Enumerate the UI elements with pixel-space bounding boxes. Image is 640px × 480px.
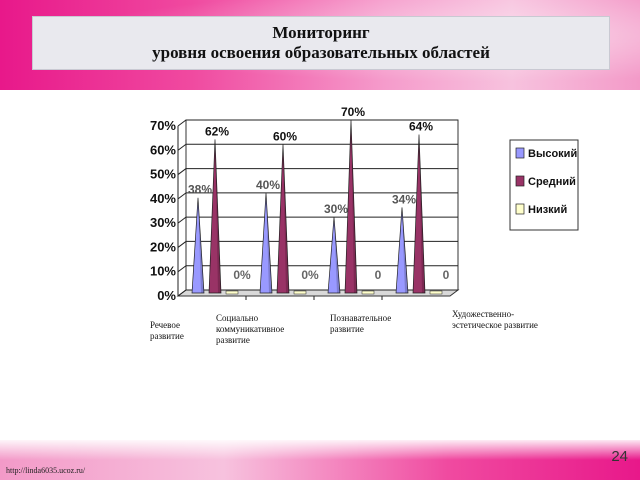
title-box: Мониторинг уровня освоения образовательн…	[32, 16, 610, 70]
data-label: 38%	[188, 183, 212, 197]
chart-bars	[191, 119, 443, 295]
gridline-side	[177, 289, 187, 297]
legend-label: Низкий	[528, 204, 567, 216]
bar-shade	[198, 197, 204, 293]
bar-shade	[334, 217, 340, 293]
bar-1-1	[191, 197, 205, 294]
chart-grid	[176, 119, 460, 297]
y-tick-label: 30%	[150, 215, 176, 230]
bar-3-4	[429, 290, 443, 295]
slide-title-line-1: Мониторинг	[272, 23, 370, 42]
bar-2-1	[208, 139, 222, 294]
bar-1-3	[327, 217, 341, 294]
data-label: 60%	[273, 129, 297, 143]
bar-3-2	[293, 290, 307, 295]
legend-swatch	[515, 147, 525, 159]
chart-legend: Высокий Средний Низкий	[509, 139, 579, 231]
chart-data-labels: 38% 40% 30% 34% 62% 60% 70% 64% 0% 0% 0 0	[188, 105, 450, 282]
y-tick-label: 40%	[150, 191, 176, 206]
x-category-label: Познавательное развитие	[330, 313, 392, 334]
x-category-label: Художественно-эстетическое развитие	[452, 309, 538, 330]
data-label: 34%	[392, 192, 416, 206]
y-tick-label: 70%	[150, 118, 176, 133]
gridline-side	[177, 192, 187, 200]
bar-2-4	[412, 134, 426, 294]
chart-axes: 0% 10% 20% 30% 40% 50% 60% 70%	[150, 118, 383, 303]
bar-chart: 0% 10% 20% 30% 40% 50% 60% 70% 38% 40% 30% 34% 62% 6…	[150, 105, 579, 303]
x-category-label: Речевое развитие	[150, 320, 184, 341]
page-number: 24	[611, 448, 628, 465]
slide-title-line-2: уровня освоения образовательных областей	[152, 43, 490, 62]
bar-2-2	[276, 144, 290, 294]
data-label: 0%	[233, 268, 251, 282]
y-tick-label: 60%	[150, 142, 176, 157]
bar-shade	[283, 144, 289, 293]
footer-url: http://linda6035.ucoz.ru/	[6, 466, 86, 475]
bar-3-1	[225, 290, 239, 295]
data-label: 64%	[409, 120, 433, 134]
plot-area	[185, 119, 459, 291]
bar-shade	[402, 207, 408, 293]
bar-shade	[215, 139, 221, 293]
bar-1-2	[259, 192, 273, 294]
gridline-side	[177, 119, 187, 127]
data-label: 0	[375, 268, 382, 282]
legend-label: Высокий	[528, 148, 577, 160]
data-label: 0	[443, 268, 450, 282]
footer-band	[0, 440, 640, 480]
legend-swatch	[515, 203, 525, 215]
bar-shade	[351, 120, 357, 293]
data-label: 40%	[256, 178, 280, 192]
y-tick-label: 0%	[157, 288, 176, 303]
bar-2-3	[344, 119, 358, 294]
bar-shade	[419, 134, 425, 293]
gridline-side	[177, 265, 187, 273]
gridline-side	[177, 143, 187, 151]
data-label: 0%	[301, 268, 319, 282]
data-label: 62%	[205, 124, 229, 138]
gridline-side	[177, 241, 187, 248]
bar-shade	[266, 192, 272, 293]
legend-swatch	[515, 175, 525, 187]
bar-3-3	[361, 290, 375, 295]
gridline-side	[177, 216, 187, 224]
y-tick-label: 20%	[150, 239, 176, 254]
x-category-label: Социально коммуникативное развитие	[216, 313, 285, 345]
bar-1-4	[395, 207, 409, 294]
data-label: 70%	[341, 105, 365, 119]
data-label: 30%	[324, 202, 348, 216]
gridline-side	[177, 168, 187, 175]
y-tick-label: 50%	[150, 167, 176, 182]
y-tick-label: 10%	[150, 264, 176, 279]
legend-label: Средний	[528, 176, 576, 188]
